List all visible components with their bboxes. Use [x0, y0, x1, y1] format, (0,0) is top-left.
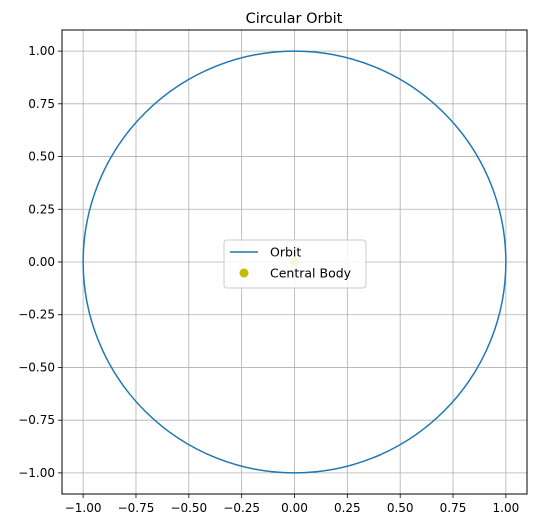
y-tick-label: 1.00	[28, 44, 55, 58]
legend-label: Orbit	[270, 245, 301, 260]
x-tick-label: 1.00	[493, 501, 520, 515]
x-tick-label: 0.25	[334, 501, 361, 515]
y-tick-label: 0.50	[28, 150, 55, 164]
orbit-line	[82, 50, 507, 474]
y-tick-label: −1.00	[18, 466, 55, 480]
chart-title: Circular Orbit	[246, 11, 343, 27]
legend-box	[223, 239, 367, 289]
x-tick-label: −0.75	[118, 501, 155, 515]
y-tick-label: 0.00	[28, 255, 55, 269]
legend-label: Central Body	[270, 266, 352, 281]
x-tick-label: −0.25	[223, 501, 260, 515]
y-tick-label: −0.75	[18, 413, 55, 427]
legend-point-swatch	[239, 268, 249, 278]
x-tick-label: 0.75	[440, 501, 467, 515]
x-tick-label: 0.00	[281, 501, 308, 515]
ticks: −1.00 −0.75 −0.50 −0.25 0.00 0.25 0.50 0.75 1.00…	[18, 44, 519, 515]
y-tick-label: −0.25	[18, 308, 55, 322]
x-tick-label: −1.00	[65, 501, 102, 515]
y-tick-label: 0.75	[28, 97, 55, 111]
x-tick-label: 0.50	[387, 501, 414, 515]
legend: Orbit Central Body	[223, 239, 367, 289]
x-tick-label: −0.50	[170, 501, 207, 515]
y-tick-label: 0.25	[28, 202, 55, 216]
y-tick-label: −0.50	[18, 360, 55, 374]
